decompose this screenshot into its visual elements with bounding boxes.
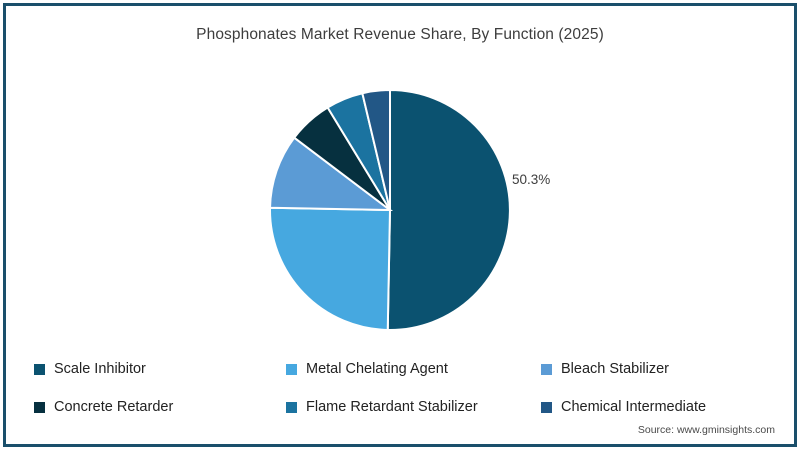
- legend-item-bleach-stabilizer[interactable]: Bleach Stabilizer: [541, 350, 761, 388]
- legend-swatch-icon: [286, 363, 297, 375]
- legend-swatch-icon: [34, 401, 45, 413]
- source-attribution: Source: www.gminsights.com: [637, 424, 775, 436]
- legend-item-label: Flame Retardant Stabilizer: [306, 399, 478, 415]
- pie-chart-svg: [269, 88, 511, 331]
- legend-item-label: Scale Inhibitor: [54, 361, 146, 377]
- legend-item-chemical-intermediate[interactable]: Chemical Intermediate: [541, 388, 761, 426]
- pie-slice[interactable]: [386, 88, 511, 331]
- pie-slice[interactable]: [361, 88, 391, 211]
- legend-item-scale-inhibitor[interactable]: Scale Inhibitor: [34, 350, 286, 388]
- legend-item-metal-chelating-agent[interactable]: Metal Chelating Agent: [286, 350, 541, 388]
- legend-swatch-icon: [541, 401, 552, 413]
- legend-swatch-icon: [541, 363, 552, 375]
- legend-item-label: Concrete Retarder: [54, 399, 174, 415]
- legend-row: Concrete Retarder Flame Retardant Stabil…: [34, 388, 764, 426]
- pie-slices: [269, 88, 511, 331]
- page-title: Phosphonates Market Revenue Share, By Fu…: [196, 26, 604, 43]
- pie-slice[interactable]: [269, 206, 392, 331]
- legend-item-label: Metal Chelating Agent: [306, 361, 448, 377]
- legend-item-label: Chemical Intermediate: [561, 399, 707, 415]
- pie-slice-value-label: 50.3%: [512, 172, 551, 187]
- pie-slice[interactable]: [269, 136, 394, 212]
- legend-item-concrete-retarder[interactable]: Concrete Retarder: [34, 388, 286, 426]
- legend-swatch-icon: [286, 401, 297, 413]
- pie-chart: [258, 78, 542, 342]
- legend-item-label: Bleach Stabilizer: [561, 361, 669, 377]
- legend-item-flame-retardant-stabilizer[interactable]: Flame Retardant Stabilizer: [286, 388, 541, 426]
- chart-legend: Scale Inhibitor Metal Chelating Agent Bl…: [34, 350, 764, 426]
- legend-swatch-icon: [34, 363, 45, 375]
- legend-row: Scale Inhibitor Metal Chelating Agent Bl…: [34, 350, 764, 388]
